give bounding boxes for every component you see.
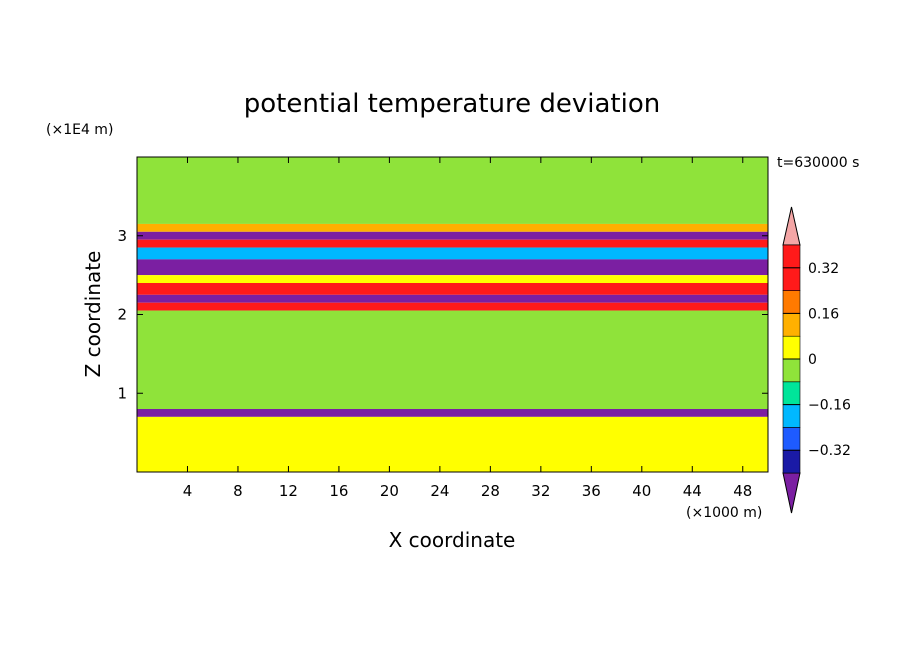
time-label: t=630000 s (777, 155, 859, 171)
x-tick-label: 40 (632, 482, 651, 500)
field-band-12 (137, 416, 768, 472)
colorbar-swatch (782, 313, 801, 337)
y-axis: 1 2 3 (117, 227, 768, 402)
colorbar: 0.32 0.16 0 −0.16 −0.32 (782, 206, 851, 514)
y-unit-label: (×1E4 m) (46, 122, 113, 138)
colorbar-swatch (782, 404, 801, 428)
x-tick-label: 8 (233, 482, 243, 500)
field-band-5 (137, 259, 768, 276)
colorbar-swatch (782, 381, 801, 405)
colorbar-swatch (782, 335, 801, 360)
field-band-6 (137, 275, 768, 283)
x-tick-label: 20 (380, 482, 399, 500)
plot-area (137, 157, 768, 472)
y-tick-label: 3 (117, 227, 127, 245)
colorbar-tick-label: −0.32 (808, 443, 851, 459)
field-band-3 (137, 239, 768, 248)
x-tick-label: 36 (582, 482, 601, 500)
field-band-0 (137, 157, 768, 224)
x-tick-label: 48 (733, 482, 752, 500)
field-band-4 (137, 247, 768, 260)
x-tick-label: 12 (279, 482, 298, 500)
colorbar-swatch (782, 358, 801, 383)
field-band-1 (137, 223, 768, 232)
colorbar-tick-label: 0.32 (808, 261, 839, 277)
x-unit-label: (×1000 m) (686, 505, 762, 521)
y-tick-label: 1 (117, 384, 127, 402)
field-band-7 (137, 283, 768, 295)
colorbar-swatch (782, 427, 801, 451)
field-band-2 (137, 231, 768, 240)
x-tick-label: 28 (481, 482, 500, 500)
colorbar-swatch (782, 449, 801, 474)
colorbar-tick-label: 0.16 (808, 306, 839, 322)
field-band-11 (137, 409, 768, 417)
field-band-8 (137, 294, 768, 303)
colorbar-swatch (782, 267, 801, 291)
x-axis: 4 8 12 16 20 24 28 32 36 40 44 48 (183, 157, 752, 500)
field-band-10 (137, 310, 768, 409)
x-axis-label: X coordinate (389, 528, 516, 552)
plot-frame (136, 156, 769, 473)
x-tick-label: 16 (329, 482, 348, 500)
colorbar-swatch (782, 244, 801, 269)
colorbar-tick-label: −0.16 (808, 398, 851, 414)
x-tick-label: 32 (531, 482, 550, 500)
y-axis-label: Z coordinate (81, 251, 105, 378)
colorbar-arrow-top (782, 206, 801, 246)
x-tick-label: 44 (683, 482, 702, 500)
x-tick-label: 4 (183, 482, 193, 500)
colorbar-tick-label: 0 (808, 352, 817, 368)
field-band-9 (137, 302, 768, 311)
chart-title: potential temperature deviation (244, 89, 660, 119)
x-tick-label: 24 (430, 482, 449, 500)
colorbar-arrow-bottom (782, 472, 801, 514)
colorbar-swatch (782, 290, 801, 314)
y-tick-label: 2 (117, 306, 127, 324)
